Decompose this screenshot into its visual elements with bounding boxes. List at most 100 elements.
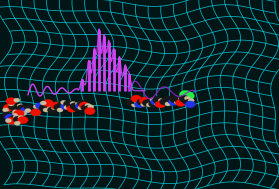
Circle shape	[165, 102, 171, 106]
Circle shape	[18, 116, 28, 124]
Circle shape	[179, 90, 192, 99]
Circle shape	[40, 101, 46, 105]
Circle shape	[78, 106, 84, 110]
Circle shape	[70, 103, 80, 110]
Circle shape	[70, 101, 76, 106]
Circle shape	[182, 92, 194, 100]
Circle shape	[134, 100, 140, 105]
Circle shape	[173, 95, 183, 102]
Circle shape	[179, 93, 189, 100]
Circle shape	[13, 115, 19, 119]
Circle shape	[3, 108, 9, 112]
Circle shape	[8, 102, 14, 106]
Circle shape	[14, 98, 20, 102]
Circle shape	[17, 105, 27, 112]
Circle shape	[178, 96, 184, 100]
Circle shape	[155, 99, 165, 106]
Circle shape	[42, 102, 52, 109]
Circle shape	[174, 100, 180, 104]
Circle shape	[61, 103, 71, 110]
Circle shape	[35, 102, 45, 109]
Circle shape	[61, 100, 67, 105]
Circle shape	[142, 100, 152, 106]
Circle shape	[18, 115, 24, 120]
Circle shape	[14, 110, 24, 117]
Circle shape	[8, 116, 18, 122]
Circle shape	[6, 117, 17, 125]
Circle shape	[185, 101, 195, 108]
Circle shape	[170, 96, 180, 103]
Circle shape	[141, 102, 147, 106]
Circle shape	[47, 107, 57, 113]
Circle shape	[148, 101, 158, 107]
Circle shape	[181, 97, 191, 104]
Circle shape	[64, 105, 70, 109]
Circle shape	[158, 98, 164, 103]
Circle shape	[2, 112, 12, 119]
Circle shape	[150, 98, 156, 102]
Circle shape	[179, 95, 189, 102]
Circle shape	[75, 102, 81, 106]
Circle shape	[6, 98, 16, 105]
Circle shape	[20, 107, 30, 114]
Circle shape	[137, 99, 147, 105]
Circle shape	[151, 98, 161, 105]
Circle shape	[15, 118, 25, 125]
Circle shape	[28, 107, 38, 113]
Circle shape	[88, 105, 94, 109]
Circle shape	[14, 121, 20, 125]
Circle shape	[47, 106, 53, 110]
Circle shape	[77, 100, 87, 107]
Circle shape	[21, 111, 27, 115]
Circle shape	[50, 102, 61, 109]
Circle shape	[75, 102, 85, 109]
Circle shape	[126, 99, 136, 106]
Circle shape	[3, 104, 14, 111]
Circle shape	[146, 103, 152, 107]
Circle shape	[167, 96, 177, 103]
Circle shape	[5, 114, 15, 121]
Circle shape	[30, 109, 41, 116]
Circle shape	[131, 103, 138, 107]
Circle shape	[188, 98, 194, 103]
Circle shape	[155, 102, 161, 106]
Circle shape	[51, 106, 57, 110]
Circle shape	[184, 96, 191, 100]
Circle shape	[84, 105, 94, 112]
Circle shape	[57, 108, 63, 112]
Circle shape	[175, 99, 186, 106]
Circle shape	[12, 110, 18, 114]
Circle shape	[134, 101, 145, 108]
Circle shape	[146, 98, 156, 105]
Circle shape	[66, 102, 76, 109]
Circle shape	[57, 101, 67, 108]
Circle shape	[13, 116, 23, 123]
Circle shape	[139, 97, 150, 104]
Circle shape	[162, 96, 172, 103]
Circle shape	[33, 105, 39, 109]
Circle shape	[11, 113, 18, 117]
Circle shape	[129, 97, 139, 104]
Circle shape	[5, 119, 11, 123]
Circle shape	[175, 97, 185, 104]
Circle shape	[153, 96, 163, 103]
Circle shape	[169, 99, 179, 105]
Circle shape	[165, 98, 175, 105]
Circle shape	[85, 108, 95, 115]
Circle shape	[43, 99, 53, 107]
Circle shape	[155, 101, 166, 108]
Circle shape	[67, 105, 77, 112]
Circle shape	[73, 105, 83, 112]
Circle shape	[160, 98, 170, 105]
Circle shape	[79, 102, 90, 109]
Circle shape	[63, 101, 73, 107]
Circle shape	[81, 104, 91, 111]
Circle shape	[24, 104, 34, 111]
Circle shape	[131, 95, 141, 102]
Circle shape	[54, 104, 64, 111]
Circle shape	[12, 106, 22, 113]
Circle shape	[8, 103, 18, 110]
Circle shape	[85, 103, 91, 108]
Circle shape	[39, 104, 49, 111]
Circle shape	[17, 104, 23, 108]
